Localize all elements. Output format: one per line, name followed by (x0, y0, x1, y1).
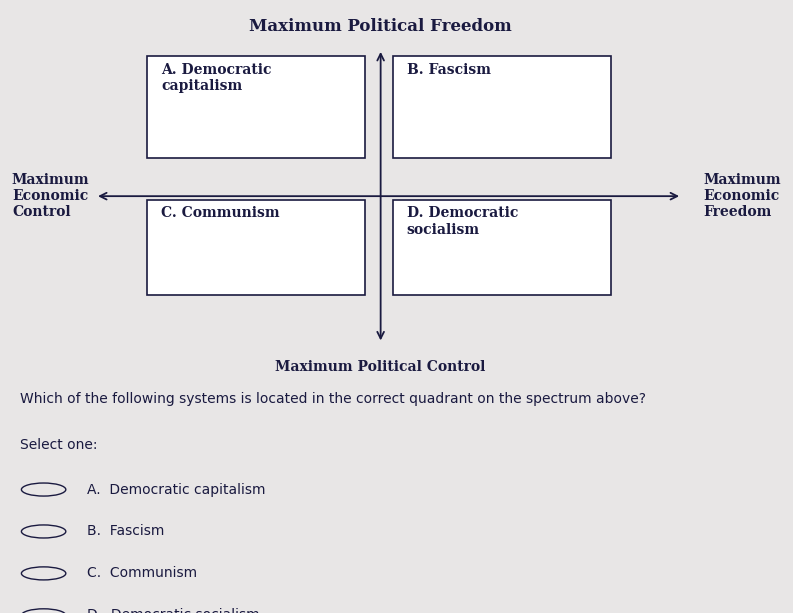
Text: Maximum
Economic
Freedom: Maximum Economic Freedom (703, 173, 781, 219)
Text: C. Communism: C. Communism (161, 207, 280, 221)
Text: Select one:: Select one: (20, 438, 98, 452)
Text: Maximum Political Control: Maximum Political Control (275, 360, 486, 374)
Text: Which of the following systems is located in the correct quadrant on the spectru: Which of the following systems is locate… (20, 392, 646, 406)
Text: B.  Fascism: B. Fascism (87, 525, 165, 538)
Text: D. Democratic
socialism: D. Democratic socialism (407, 207, 518, 237)
Bar (147, 200, 365, 295)
Text: A.  Democratic capitalism: A. Democratic capitalism (87, 482, 266, 497)
Text: C.  Communism: C. Communism (87, 566, 197, 581)
Text: Maximum
Economic
Control: Maximum Economic Control (12, 173, 90, 219)
Text: Maximum Political Freedom: Maximum Political Freedom (249, 18, 512, 36)
Bar (393, 200, 611, 295)
Text: B. Fascism: B. Fascism (407, 63, 491, 77)
Bar (393, 56, 611, 158)
Bar (147, 56, 365, 158)
Text: D.  Democratic socialism: D. Democratic socialism (87, 608, 260, 613)
Text: A. Democratic
capitalism: A. Democratic capitalism (161, 63, 271, 93)
